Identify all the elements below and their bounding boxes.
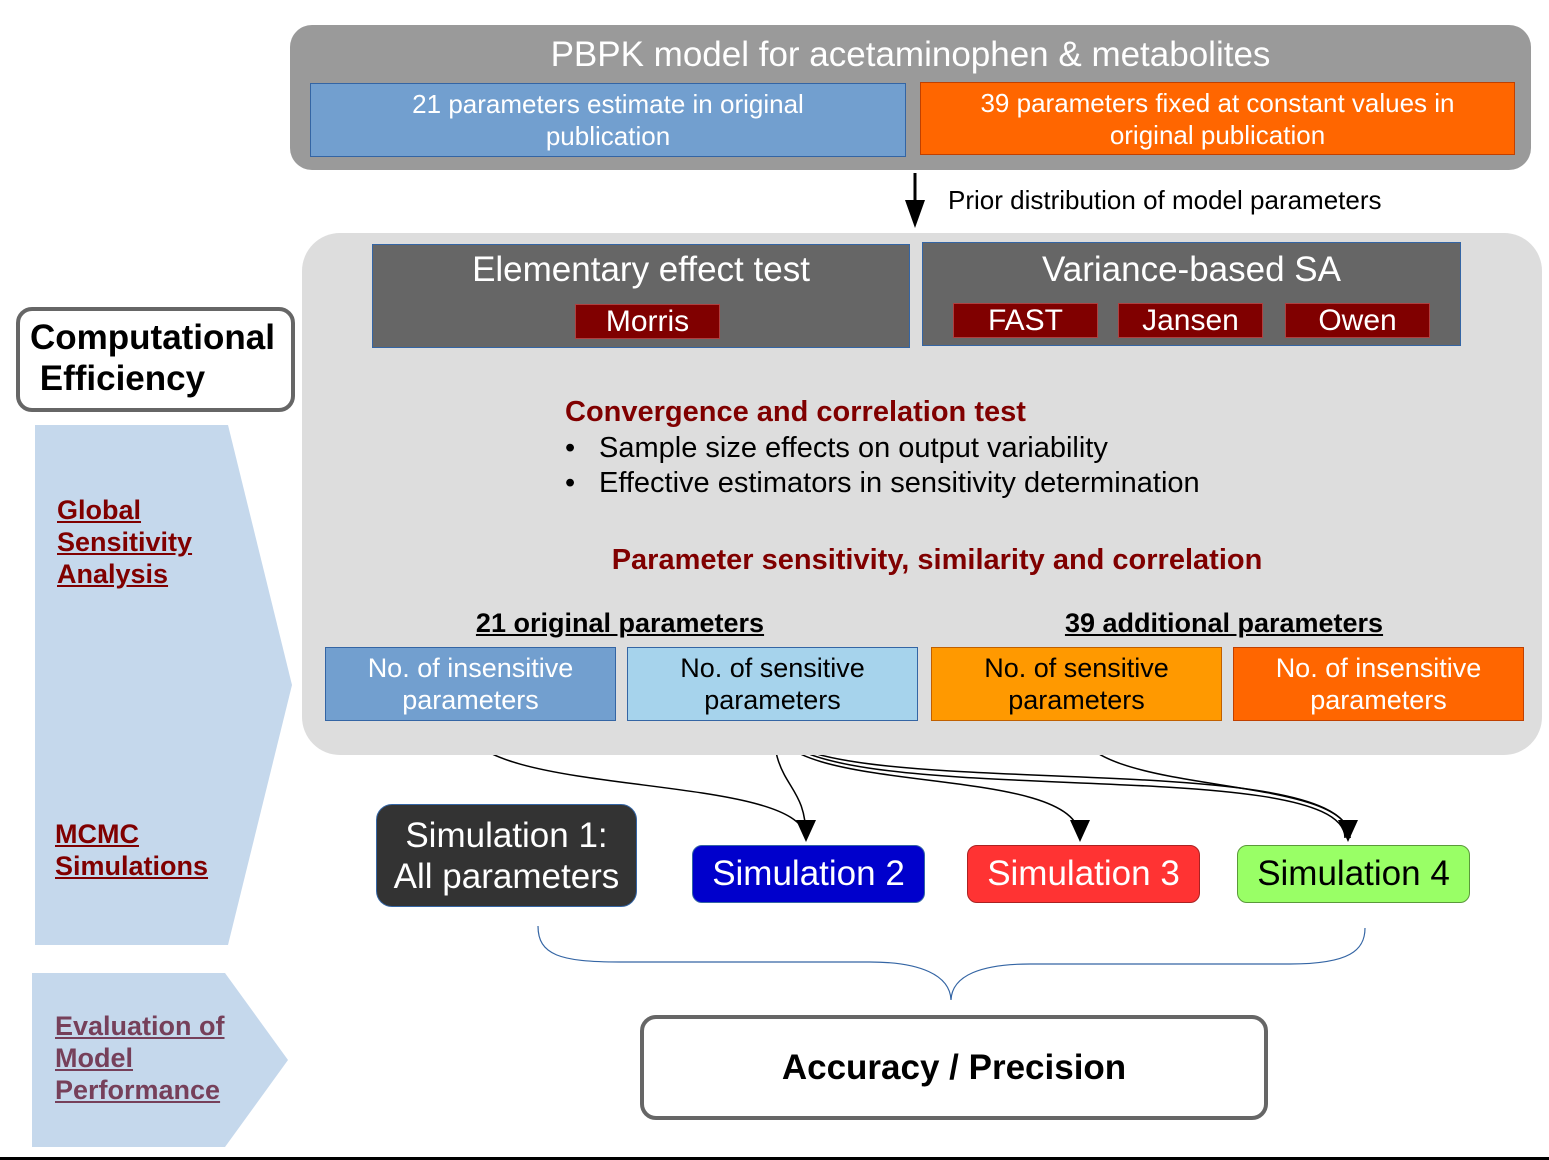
fixed-parameters-box: 39 parameters fixed at constant values i…	[920, 82, 1515, 155]
additional-insensitive-box: No. of insensitive parameters	[1233, 647, 1524, 721]
mcmc-side-label: MCMC Simulations	[55, 818, 208, 882]
convergence-bullet: • Effective estimators in sensitivity det…	[565, 467, 1200, 501]
convergence-title: Convergence and correlation test	[565, 396, 1026, 428]
bullet-marker: •	[565, 432, 576, 464]
evaluation-label-line: Evaluation of	[55, 1011, 225, 1041]
pbpk-title: PBPK model for acetaminophen & metabolit…	[550, 35, 1271, 74]
evaluation-label-line: Model	[55, 1043, 133, 1073]
evaluation-side-label: Evaluation of Model Performance	[55, 1010, 225, 1106]
original-sensitive-box: No. of sensitive parameters	[627, 647, 918, 721]
bullet-text: Sample size effects on output variabilit…	[599, 432, 1108, 464]
simulation-1-line1: Simulation 1:	[405, 815, 608, 855]
computational-line2: Efficiency	[30, 359, 206, 398]
gsa-label-line: Sensitivity	[57, 527, 193, 557]
elementary-effect-title: Elementary effect test	[472, 250, 810, 289]
computational-efficiency-box: Computational Efficiency	[16, 307, 295, 412]
original-parameters-label: 21 original parameters	[475, 607, 765, 638]
additional-sensitive-box: No. of sensitive parameters	[931, 647, 1222, 721]
mcmc-label-line: Simulations	[55, 851, 209, 881]
method-morris: Morris	[575, 304, 720, 339]
gsa-chevron	[35, 425, 292, 945]
accuracy-precision-box: Accuracy / Precision	[640, 1015, 1268, 1120]
mcmc-label-line: MCMC	[55, 819, 139, 849]
bullet-text: Effective estimators in sensitivity dete…	[599, 467, 1200, 499]
method-fast: FAST	[953, 303, 1098, 338]
evaluation-chevron	[32, 973, 288, 1147]
convergence-bullet: • Sample size effects on output variabili…	[565, 432, 1108, 466]
parameter-sensitivity-title: Parameter sensitivity, similarity and co…	[611, 543, 1263, 576]
simulation-4: Simulation 4	[1237, 845, 1470, 903]
variance-based-title: Variance-based SA	[1042, 250, 1341, 289]
simulation-1: Simulation 1: All parameters	[376, 804, 637, 907]
bullet-marker: •	[565, 467, 576, 499]
computational-line1: Computational	[30, 318, 275, 357]
evaluation-label-line: Performance	[55, 1075, 221, 1105]
gsa-side-label: Global Sensitivity Analysis	[57, 494, 192, 590]
bottom-border	[0, 1157, 1549, 1160]
original-insensitive-box: No. of insensitive parameters	[325, 647, 616, 721]
additional-parameters-label: 39 additional parameters	[1064, 607, 1384, 638]
gsa-label-line: Analysis	[57, 559, 169, 589]
gsa-label-line: Global	[57, 495, 142, 525]
simulation-3: Simulation 3	[967, 845, 1200, 903]
simulation-1-line2: All parameters	[393, 856, 620, 896]
summary-brace	[537, 925, 1366, 1001]
method-owen: Owen	[1285, 303, 1430, 338]
method-jansen: Jansen	[1118, 303, 1263, 338]
simulation-2: Simulation 2	[692, 845, 925, 903]
estimated-parameters-box: 21 parameters estimate in original publi…	[310, 83, 906, 157]
prior-distribution-label: Prior distribution of model parameters	[948, 185, 1382, 215]
